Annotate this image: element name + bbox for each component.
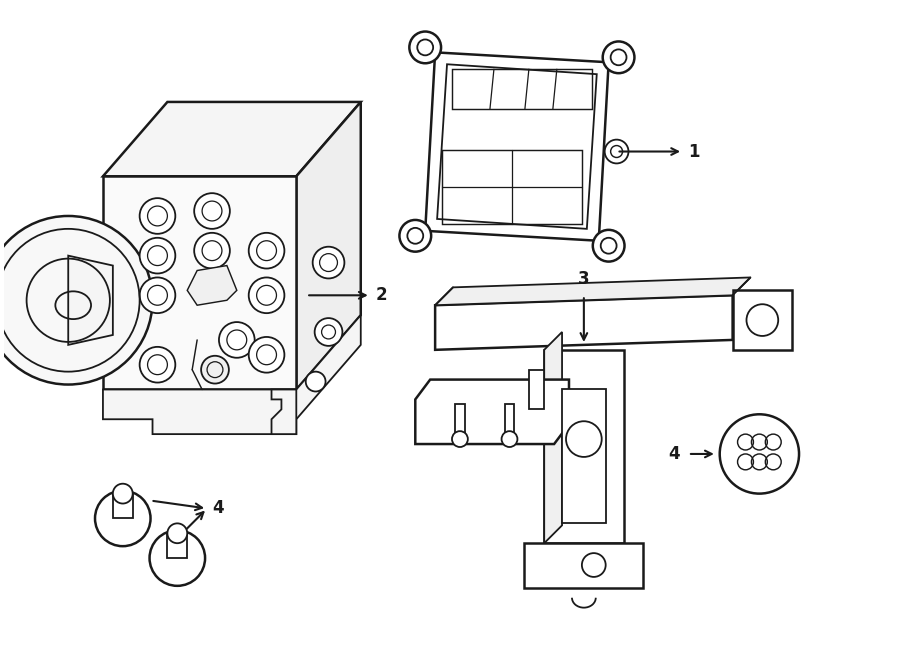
Circle shape <box>400 220 431 252</box>
Circle shape <box>248 278 284 313</box>
Circle shape <box>201 356 229 383</box>
Text: 3: 3 <box>578 270 590 288</box>
Polygon shape <box>525 543 644 588</box>
Polygon shape <box>187 266 237 305</box>
Polygon shape <box>733 290 792 350</box>
Circle shape <box>452 431 468 447</box>
Circle shape <box>248 233 284 268</box>
Circle shape <box>248 337 284 373</box>
Polygon shape <box>562 389 606 524</box>
Polygon shape <box>544 332 562 543</box>
Polygon shape <box>68 256 112 345</box>
Text: 1: 1 <box>688 143 699 161</box>
Polygon shape <box>112 494 132 518</box>
Text: 4: 4 <box>212 500 223 518</box>
Circle shape <box>167 524 187 543</box>
Circle shape <box>194 193 230 229</box>
Circle shape <box>566 421 602 457</box>
Circle shape <box>746 304 778 336</box>
Polygon shape <box>544 350 624 543</box>
Polygon shape <box>103 315 361 434</box>
Circle shape <box>312 247 345 278</box>
Polygon shape <box>272 389 296 434</box>
Circle shape <box>720 414 799 494</box>
Circle shape <box>140 278 176 313</box>
Circle shape <box>582 553 606 577</box>
Circle shape <box>219 322 255 358</box>
Polygon shape <box>435 295 733 350</box>
Circle shape <box>0 216 152 385</box>
Circle shape <box>501 431 518 447</box>
Circle shape <box>315 318 342 346</box>
Circle shape <box>140 198 176 234</box>
Circle shape <box>140 238 176 274</box>
Circle shape <box>593 230 625 262</box>
Polygon shape <box>415 379 569 444</box>
Polygon shape <box>505 405 515 439</box>
Polygon shape <box>296 102 361 389</box>
Polygon shape <box>103 102 361 176</box>
Polygon shape <box>455 405 465 439</box>
Polygon shape <box>167 533 187 558</box>
Circle shape <box>140 347 176 383</box>
Polygon shape <box>425 52 608 241</box>
Polygon shape <box>435 278 751 305</box>
Circle shape <box>306 371 326 391</box>
Circle shape <box>605 139 628 163</box>
Polygon shape <box>103 176 296 389</box>
Polygon shape <box>529 369 544 409</box>
Text: 4: 4 <box>669 445 680 463</box>
Text: 2: 2 <box>375 286 387 304</box>
Circle shape <box>95 490 150 546</box>
Circle shape <box>149 530 205 586</box>
Circle shape <box>194 233 230 268</box>
Circle shape <box>410 32 441 63</box>
Circle shape <box>112 484 132 504</box>
Circle shape <box>603 42 634 73</box>
